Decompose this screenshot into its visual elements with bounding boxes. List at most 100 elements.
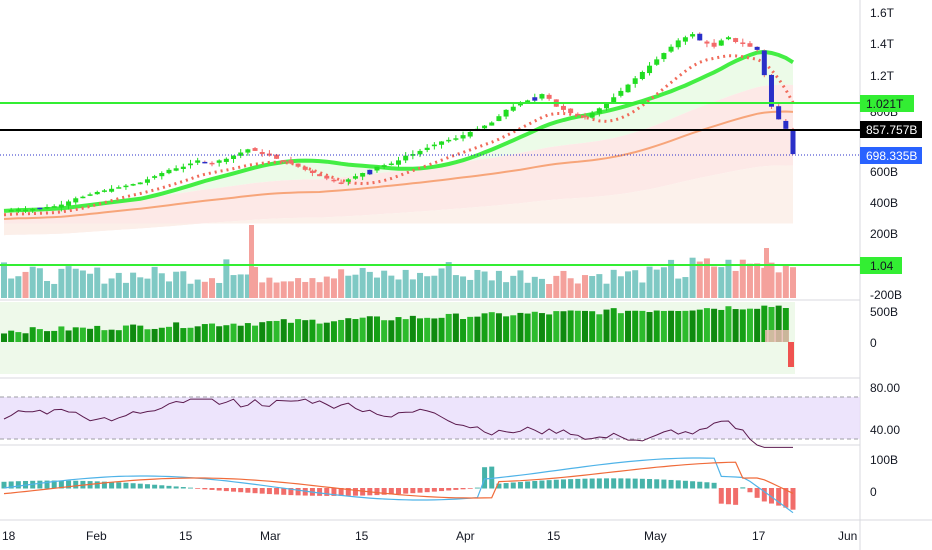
candle-body — [453, 138, 459, 140]
candle-body — [625, 84, 631, 93]
volume-bar — [495, 270, 502, 298]
macd-histogram-bar — [575, 478, 581, 489]
volume-bar — [338, 269, 345, 298]
macd-histogram-bar — [403, 488, 409, 494]
obv-bar — [36, 329, 43, 342]
volume-bar — [309, 278, 316, 298]
volume-bar — [223, 259, 230, 298]
obv-bar — [574, 310, 581, 342]
obv-bar — [553, 311, 560, 342]
candle-body — [776, 106, 782, 120]
candle-body — [338, 182, 344, 184]
moving-average-ribbon — [4, 51, 793, 236]
obv-bar — [373, 316, 380, 342]
volume-bar — [295, 278, 302, 298]
candle-body — [109, 188, 115, 192]
volume-bar — [209, 278, 216, 298]
macd-histogram-bar — [159, 485, 165, 489]
candle-body — [761, 50, 767, 76]
volume-bar — [445, 262, 452, 298]
obv-bar — [517, 312, 524, 342]
volume-bar — [173, 271, 180, 298]
obv-bar — [682, 310, 689, 342]
macd-histogram-bar — [231, 488, 237, 492]
volume-bars — [1, 225, 796, 298]
macd-histogram-bar — [51, 480, 57, 489]
time-tick: Feb — [86, 529, 107, 543]
obv-bar — [388, 320, 395, 342]
candle-body — [647, 65, 653, 74]
candle-body — [381, 165, 387, 167]
moving-average-lines — [3, 49, 795, 220]
obv-bar — [438, 317, 445, 342]
candle-body — [116, 187, 122, 189]
volume-bar — [201, 281, 208, 298]
macd-histogram-bar — [697, 481, 703, 489]
obv-bar — [287, 322, 294, 342]
volume-bar — [259, 282, 266, 298]
obv-bar — [417, 318, 424, 342]
price-tag-green[interactable] — [860, 95, 914, 112]
macd-histogram-bar — [489, 466, 495, 489]
macd-tick: 100B — [870, 453, 898, 467]
obv-bar — [151, 328, 158, 342]
macd-histogram-bar — [668, 479, 674, 489]
volume-tag-green[interactable] — [860, 257, 902, 274]
macd-histogram-bar — [8, 481, 14, 489]
price-tag-blue[interactable] — [860, 147, 922, 164]
volume-bar — [79, 270, 86, 298]
volume-bar — [603, 283, 610, 298]
candle-body — [30, 209, 36, 211]
macd-histogram-bar — [410, 488, 416, 494]
price-tick: -200B — [870, 288, 902, 302]
obv-bar — [632, 310, 639, 342]
macd-histogram-bar — [324, 488, 330, 496]
obv-bar — [510, 315, 517, 342]
obv-bar — [495, 313, 502, 342]
macd-histogram-bar — [352, 488, 358, 496]
candle-body — [396, 160, 401, 165]
volume-bar — [732, 270, 739, 298]
macd-histogram-bar — [417, 488, 423, 493]
volume-bar — [330, 278, 337, 298]
obv-bar — [273, 320, 280, 342]
price-tag-black[interactable] — [860, 121, 922, 138]
macd-indicator — [1, 457, 796, 514]
candle-body — [281, 160, 287, 162]
volume-bar — [395, 279, 402, 298]
volume-bar — [632, 270, 639, 298]
volume-bar — [323, 276, 330, 298]
obv-bar — [660, 310, 667, 342]
macd-histogram-bar — [582, 478, 588, 489]
volume-bar — [51, 283, 58, 298]
volume-bar — [467, 279, 474, 298]
obv-bar — [732, 309, 739, 342]
volume-bar — [252, 267, 259, 298]
volume-bar — [87, 273, 94, 298]
volume-bar — [130, 272, 137, 298]
volume-bar — [417, 272, 424, 298]
candle-body — [711, 42, 717, 47]
ribbon-band — [4, 84, 793, 236]
price-axis[interactable]: 1.6T 1.4T 1.2T 800B 600B 400B 200B -200B — [870, 6, 902, 302]
ma-slow-line — [3, 110, 794, 220]
macd-histogram-bar — [345, 488, 351, 496]
candle-body — [446, 139, 452, 142]
macd-histogram-bar — [295, 488, 301, 496]
obv-bar — [467, 316, 474, 342]
candle-body — [482, 125, 488, 129]
macd-histogram-bar — [101, 481, 107, 489]
obv-bar — [345, 318, 352, 342]
volume-bar — [29, 266, 36, 298]
macd-histogram-bar — [166, 485, 172, 489]
ribbon-band — [4, 51, 793, 211]
candle-body — [101, 190, 107, 192]
obv-bar — [15, 332, 22, 342]
time-axis[interactable]: 18 Feb 15 Mar 15 Apr 15 May 17 Jun — [2, 529, 857, 543]
obv-bar — [431, 318, 438, 342]
macd-histogram-bar — [152, 484, 158, 489]
time-tick: 15 — [355, 529, 369, 543]
price-tick: 1.2T — [870, 69, 895, 83]
volume-bar — [790, 267, 796, 298]
